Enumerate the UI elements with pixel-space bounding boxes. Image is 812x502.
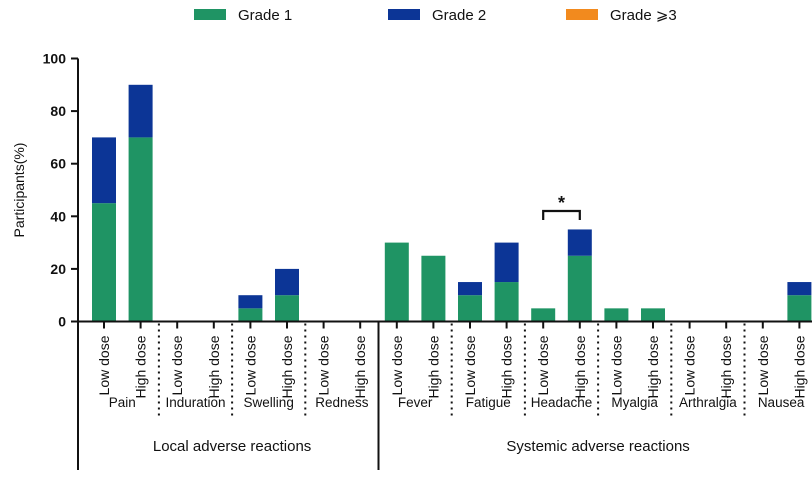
bar-myalgia-low-1: [604, 308, 629, 322]
reaction-label: Headache: [531, 395, 593, 410]
bar-headache-high-2: [567, 229, 592, 256]
dose-label: High dose: [425, 335, 441, 398]
bar-fatigue-high-1: [494, 282, 519, 322]
y-axis: 0 20 40 60 80 100 Participants(%): [11, 51, 79, 330]
dose-label: Low dose: [608, 335, 624, 395]
y-tick-label: 40: [50, 208, 66, 224]
dose-label: High dose: [352, 335, 368, 398]
legend-label: Grade ⩾3: [610, 7, 677, 24]
dose-label: Low dose: [242, 335, 258, 395]
dose-label: High dose: [718, 335, 734, 398]
dose-label: Low dose: [682, 335, 698, 395]
legend-label: Grade 2: [432, 7, 486, 24]
bar-pain-low-2: [92, 137, 116, 204]
y-tick-label: 80: [50, 103, 66, 119]
dose-label: Low dose: [462, 335, 478, 395]
y-tick-label: 20: [50, 261, 66, 277]
bar-fever-low-1: [384, 242, 409, 322]
bar-fever-high-1: [421, 255, 446, 322]
bars: [92, 84, 812, 322]
y-tick-label: 0: [58, 314, 66, 330]
legend-swatch: [194, 9, 226, 20]
bar-swelling-low-2: [238, 295, 263, 309]
bar-pain-high-1: [128, 137, 153, 322]
bar-swelling-high-2: [275, 268, 299, 296]
significance-marker: *: [558, 193, 565, 213]
significance-bracket: [542, 209, 581, 220]
y-axis-label: Participants(%): [11, 143, 27, 238]
dose-label: Low dose: [316, 335, 332, 395]
bar-fatigue-low-2: [458, 282, 482, 296]
dose-label: Low dose: [535, 335, 551, 395]
group-label: Local adverse reactions: [153, 438, 311, 455]
legend-swatch: [388, 9, 420, 20]
bar-swelling-low-1: [238, 308, 263, 322]
group-label: Systemic adverse reactions: [506, 438, 689, 455]
bar-nausea-high-2: [787, 282, 812, 296]
bar-fatigue-low-1: [458, 295, 482, 322]
reaction-label: Pain: [109, 395, 136, 410]
legend: Grade 1 Grade 2 Grade ⩾3: [194, 7, 677, 24]
reaction-label: Arthralgia: [679, 395, 737, 410]
dose-label: High dose: [499, 335, 515, 398]
bar-nausea-high-1: [787, 295, 812, 322]
legend-swatch: [566, 9, 598, 20]
y-tick-label: 60: [50, 156, 66, 172]
dose-label: High dose: [133, 335, 149, 398]
dose-label: High dose: [572, 335, 588, 398]
dose-label: Low dose: [755, 335, 771, 395]
reaction-label: Fever: [398, 395, 433, 410]
annotations: *: [542, 193, 581, 220]
y-tick-label: 100: [43, 51, 67, 67]
reaction-label: Nausea: [758, 395, 805, 410]
bar-headache-high-1: [567, 255, 592, 322]
dose-label: High dose: [645, 335, 661, 398]
reaction-label: Swelling: [244, 395, 294, 410]
dose-label: Low dose: [96, 335, 112, 395]
dose-label: Low dose: [169, 335, 185, 395]
dose-label: High dose: [279, 335, 295, 398]
reaction-label: Fatigue: [466, 395, 511, 410]
legend-label: Grade 1: [238, 7, 292, 24]
bar-myalgia-high-1: [641, 308, 665, 322]
reaction-label: Redness: [315, 395, 369, 410]
reaction-label: Induration: [165, 395, 225, 410]
bar-headache-low-1: [531, 308, 556, 322]
bar-pain-low-1: [92, 203, 116, 322]
bar-swelling-high-1: [275, 295, 299, 322]
bar-fatigue-high-2: [494, 242, 519, 283]
dose-label: High dose: [791, 335, 807, 398]
reaction-label: Myalgia: [611, 395, 658, 410]
x-axis: Low dose High dose Low dose High dose Low do…: [77, 320, 812, 470]
dose-label: High dose: [206, 335, 222, 398]
bar-pain-high-2: [128, 84, 153, 138]
dose-label: Low dose: [389, 335, 405, 395]
